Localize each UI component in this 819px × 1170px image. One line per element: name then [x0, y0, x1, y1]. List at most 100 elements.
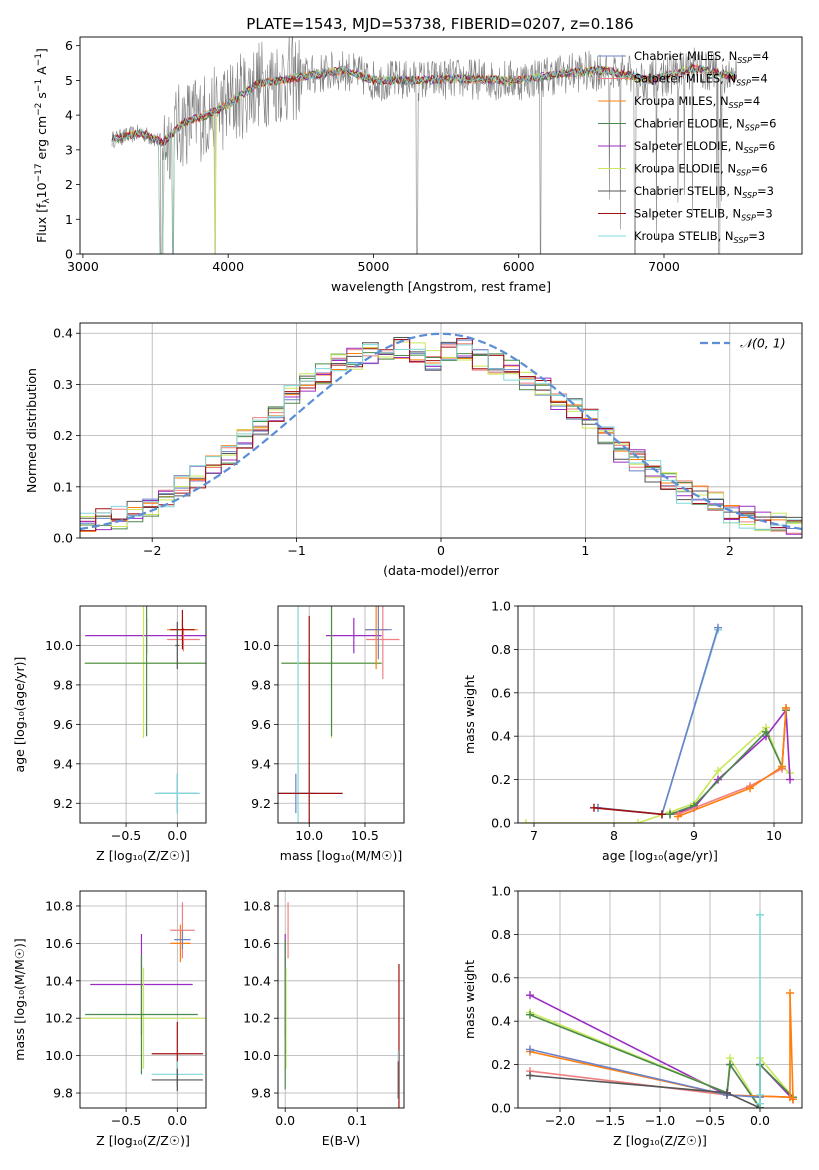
axes-frame — [79, 322, 803, 539]
x-tick-label: 7 — [530, 828, 538, 843]
y-tick-label: 10.0 — [243, 638, 271, 653]
weight-marker — [789, 1095, 797, 1104]
y-tick-label: 10.4 — [45, 973, 73, 988]
weight-marker — [756, 1090, 764, 1099]
axes-frame — [517, 890, 803, 1109]
weight-marker — [723, 1088, 731, 1097]
y-tick-label: 10.8 — [45, 898, 73, 913]
x-tick-label: 9 — [690, 828, 698, 843]
spectrum-plot: 3000 4000 5000 6000 7000 0 1 2 3 4 5 6 wavelength [A… — [34, 36, 803, 294]
spectrum-legend: Chabrier MILES, NSSP=4 Salpeter MILES, NS… — [598, 49, 776, 245]
weight-line — [597, 629, 719, 816]
weight-marker — [674, 812, 682, 821]
x-axis-label: mass [log₁₀(M/M☉)] — [280, 848, 402, 863]
errorbars — [84, 606, 206, 814]
y-tick-label: 10.0 — [45, 1048, 73, 1063]
x-tick-label: −0.5 — [111, 828, 141, 843]
legend-label: Kroupa ELODIE, NSSP=6 — [634, 162, 768, 178]
weight-marker — [782, 703, 790, 712]
legend-label: Kroupa STELIB, NSSP=3 — [634, 229, 765, 245]
x-tick-label: 2 — [726, 543, 734, 558]
x-tick-label: 10.0 — [295, 828, 323, 843]
mass_vs_Z-plot: −0.5 0.0 9.8 10.0 10.2 10.4 10.6 10.8 Z [log₁₀(Z… — [12, 890, 207, 1148]
x-tick-label: −1.5 — [595, 1113, 625, 1128]
weight-line — [529, 992, 794, 1100]
y-tick-label: 9.8 — [53, 1086, 73, 1101]
x-tick-label: 6000 — [503, 259, 535, 274]
y-tick-label: 0.2 — [491, 1057, 511, 1072]
weight-marker — [526, 1071, 534, 1080]
weight-marker — [756, 910, 764, 919]
x-tick-label: −1 — [287, 543, 305, 558]
legend-label: Chabrier MILES, NSSP=4 — [634, 49, 769, 65]
y-tick-label: 0.8 — [491, 927, 511, 942]
x-tick-label: −1.0 — [645, 1113, 675, 1128]
weight_vs_Z-plot: −2.0 −1.5 −1.0 −0.5 0.0 0.0 0.2 0.4 0.6 0.8 1.0 Z [… — [462, 884, 803, 1148]
age_vs_Z-plot: −0.5 0.0 9.2 9.4 9.6 9.8 10.0 Z [log₁₀(Z/Z☉)] ag… — [12, 605, 207, 863]
model-spectrum-line — [111, 63, 737, 147]
y-tick-label: 0.0 — [491, 816, 511, 831]
x-tick-label: −2.0 — [545, 1113, 575, 1128]
axes-frame — [79, 605, 207, 824]
y-tick-label: 0.0 — [53, 531, 73, 546]
x-tick-label: 1 — [581, 543, 589, 558]
x-tick-label: 0.0 — [750, 1113, 770, 1128]
y-tick-label: 9.8 — [251, 1086, 271, 1101]
legend-label: Kroupa MILES, NSSP=4 — [634, 94, 760, 110]
x-tick-label: 8 — [610, 828, 618, 843]
weight-line — [529, 1048, 761, 1098]
weight-line — [529, 1070, 794, 1100]
figure-title: PLATE=1543, MJD=53738, FIBERID=0207, z=0… — [246, 15, 633, 33]
x-axis-label: age [log₁₀(age/yr)] — [602, 848, 718, 863]
y-tick-label: 9.8 — [53, 677, 73, 692]
y-tick-label: 5 — [65, 73, 73, 88]
weight-marker — [746, 784, 754, 793]
x-tick-label: 3000 — [67, 259, 99, 274]
y-tick-label: 0.6 — [491, 970, 511, 985]
x-tick-label: 7000 — [648, 259, 680, 274]
x-tick-label: 10 — [766, 828, 782, 843]
y-tick-label: 10.0 — [45, 638, 73, 653]
legend-label: Chabrier STELIB, NSSP=3 — [634, 184, 774, 200]
y-tick-label: 1.0 — [491, 599, 511, 614]
weight_vs_age-plot: 7 8 9 10 0.0 0.2 0.4 0.6 0.8 1.0 age [log₁₀(age/yr… — [462, 599, 803, 863]
y-tick-label: 1.0 — [491, 884, 511, 899]
weight-marker — [786, 988, 794, 997]
weight-marker — [714, 623, 722, 632]
weight-marker — [762, 727, 770, 736]
x-tick-label: 0.0 — [167, 1113, 187, 1128]
y-axis-label: mass weight — [462, 675, 477, 754]
weight-line — [597, 627, 719, 816]
weight-marker — [526, 1010, 534, 1019]
y-tick-label: 0 — [65, 247, 73, 262]
y-tick-label: 1 — [65, 212, 73, 227]
y-tick-label: 4 — [65, 108, 73, 123]
y-tick-label: 0.4 — [491, 1014, 511, 1029]
y-tick-label: 0.4 — [491, 729, 511, 744]
y-tick-label: 10.2 — [45, 1011, 73, 1026]
y-axis-label: mass weight — [462, 960, 477, 1039]
weight-line — [526, 726, 791, 823]
x-tick-label: 10.5 — [351, 828, 379, 843]
weight-marker — [714, 766, 722, 775]
y-tick-label: 2 — [65, 177, 73, 192]
y-tick-label: 0.6 — [491, 685, 511, 700]
weight-marker — [526, 1045, 534, 1054]
y-tick-label: 10.4 — [243, 973, 271, 988]
legend-label: Salpeter ELODIE, NSSP=6 — [634, 139, 775, 155]
x-tick-label: −0.5 — [111, 1113, 141, 1128]
y-tick-label: 0.4 — [53, 326, 73, 341]
x-tick-label: 0.0 — [275, 1113, 295, 1128]
weight-line — [529, 994, 794, 1108]
weight-marker — [756, 1099, 764, 1108]
y-tick-label: 9.6 — [53, 717, 73, 732]
weight-marker — [726, 1060, 734, 1069]
weight-marker — [778, 762, 786, 771]
y-tick-label: 9.2 — [251, 796, 271, 811]
model-spectrum-line — [111, 64, 737, 254]
y-tick-label: 9.4 — [251, 756, 271, 771]
errorbars — [284, 902, 400, 1108]
legend-label: Chabrier ELODIE, NSSP=6 — [634, 117, 776, 133]
weight-marker — [590, 803, 598, 812]
